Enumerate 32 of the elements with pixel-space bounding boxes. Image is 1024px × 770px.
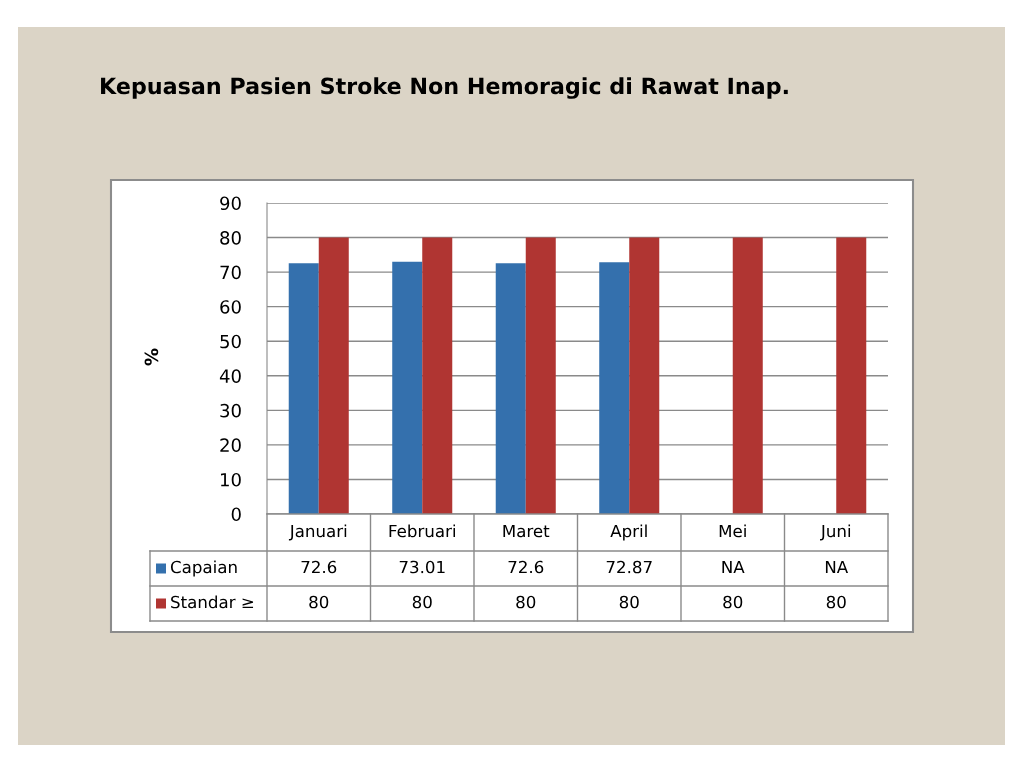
data-label: 80 (619, 595, 639, 609)
y-tick-label: 80 (220, 231, 241, 245)
x-tick-label: Januari (288, 524, 347, 541)
legend-label: Standar ≥ (171, 595, 254, 609)
legend-label: Capaian (170, 560, 237, 577)
text: NA (722, 560, 745, 574)
y-axis-title: % (144, 348, 159, 366)
y-tick-label: 0 (231, 507, 241, 522)
text: NA (825, 560, 849, 574)
x-tick-label: Mei (719, 524, 746, 538)
y-tick-label: 10 (221, 472, 241, 487)
data-label: 80 (309, 595, 329, 609)
chart-title: Kepuasan Pasien Stroke Non Hemoragic di Rawat Inap. (101, 77, 788, 99)
x-tick-label: April (610, 524, 647, 541)
data-label: 80 (723, 595, 743, 609)
data-label: 80 (826, 595, 846, 609)
data-label: 80 (516, 595, 536, 609)
data-label: 80 (412, 595, 432, 609)
y-tick-label: 30 (220, 403, 241, 418)
x-tick-label: Juni (820, 524, 851, 541)
y-tick-label: 70 (220, 265, 241, 280)
data-label: 72.6 (508, 560, 544, 574)
x-tick-label: Februari (389, 524, 455, 538)
y-tick-label: 50 (220, 334, 241, 349)
y-tick-label: 20 (220, 438, 241, 453)
y-tick-label: 40 (219, 369, 241, 383)
y-tick-label: 60 (220, 300, 241, 314)
data-label: 72.6 (301, 560, 337, 574)
data-label: 72.87 (606, 560, 652, 574)
data-label: 73.01 (399, 560, 445, 574)
x-tick-label: Maret (503, 524, 550, 538)
y-tick-label: 90 (220, 196, 241, 211)
